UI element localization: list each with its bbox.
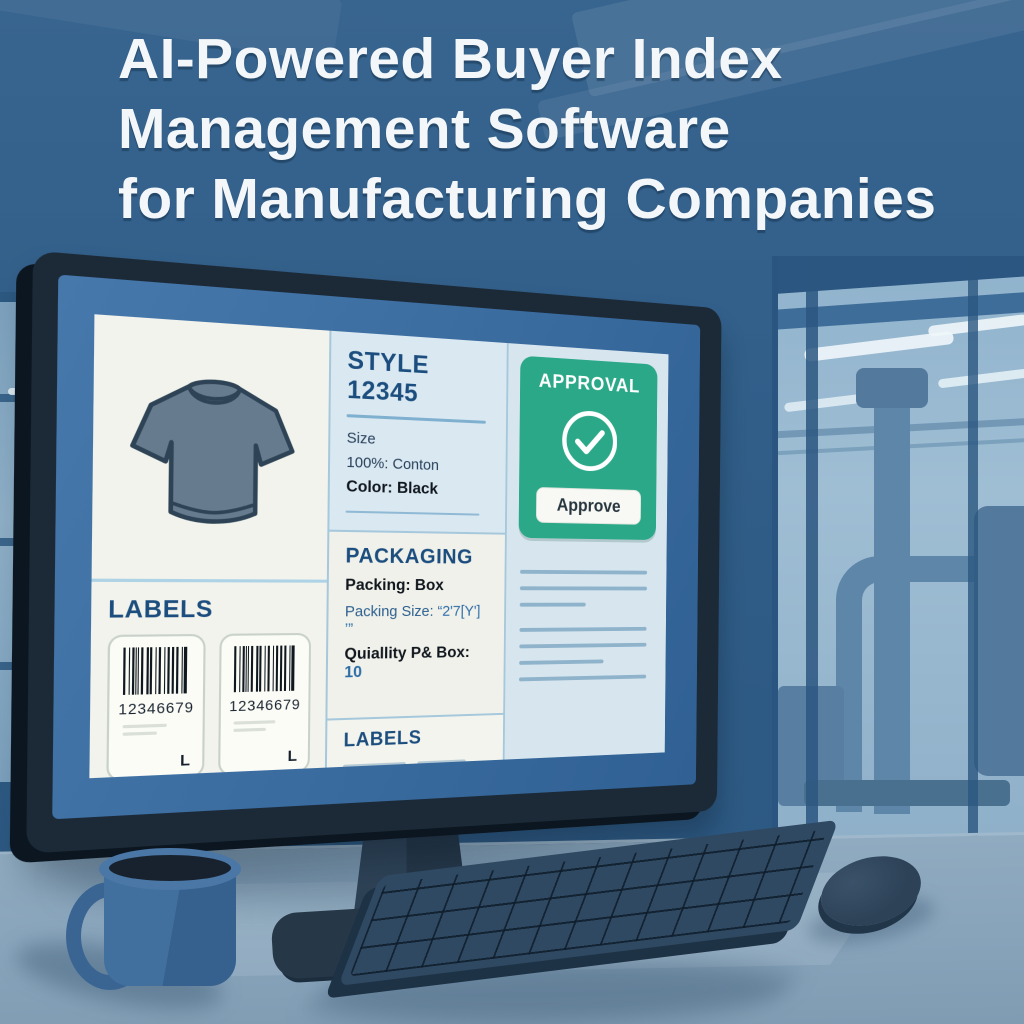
barcode-label-card: 12346679 L (106, 633, 206, 779)
approval-heading: APPROVAL (538, 370, 641, 398)
placeholder-line (233, 727, 266, 732)
placeholder-line (122, 723, 167, 729)
machine-silhouette (974, 506, 1024, 776)
color-line: Color: Black (346, 478, 439, 498)
barcode-number: 12346679 (118, 698, 194, 718)
placeholder-line (343, 761, 406, 769)
packaging-panel: PACKAGING Packing: Box Packing Size: “2'… (327, 531, 506, 719)
size-letter: L (287, 747, 298, 766)
placeholder-text-block (516, 553, 658, 682)
size-label: Size (346, 429, 376, 448)
glass-wall-right (772, 256, 1024, 840)
divider (345, 510, 480, 516)
details-column: STYLE 12345 Size 100%: Conton Color: Bla… (327, 330, 508, 779)
placeholder-line (419, 774, 477, 779)
product-column: LABELS 12346679 L (89, 314, 330, 779)
glass-mullion (806, 256, 818, 840)
packaging-heading: PACKAGING (345, 544, 474, 569)
tshirt-image (119, 332, 305, 565)
size-letter: L (180, 751, 191, 770)
placeholder-line (520, 569, 648, 575)
packing-line: Packing: Box (345, 576, 444, 595)
placeholder-line (520, 586, 648, 591)
style-panel: STYLE 12345 Size 100%: Conton Color: Bla… (329, 330, 508, 533)
barcode (233, 645, 298, 693)
quality-value: 10 (344, 663, 363, 682)
labels-panel-left: LABELS 12346679 L (89, 582, 327, 779)
approve-button[interactable]: Approve (535, 486, 641, 525)
machine-mast (874, 384, 910, 814)
monitor: LABELS 12346679 L (26, 250, 722, 854)
machine-head (856, 368, 928, 408)
ceiling-light (937, 368, 1024, 389)
packing-size-label: Packing Size: (344, 603, 434, 621)
title-line-2: Management Software (118, 97, 731, 162)
placeholder-line (519, 659, 604, 665)
check-circle-icon (558, 405, 622, 476)
labels-left-heading: LABELS (108, 594, 214, 623)
material-line: 100%: Conton (346, 453, 440, 475)
approval-card: APPROVAL Approve (518, 355, 658, 541)
placeholder-line (343, 777, 409, 779)
mug-rim (99, 848, 241, 890)
placeholder-line (122, 731, 157, 736)
placeholder-line (519, 642, 647, 649)
machine-platform (804, 780, 1010, 806)
placeholder-row (343, 774, 488, 779)
barcode (122, 646, 191, 695)
packing-size-line: Packing Size: “2'7[Y'] ’” (345, 603, 490, 638)
monitor-bezel: LABELS 12346679 L (26, 250, 722, 854)
title-line-1: AI-Powered Buyer Index (118, 27, 783, 91)
placeholder-line (233, 720, 275, 725)
product-image-panel (91, 314, 330, 583)
placeholder-line (417, 758, 466, 766)
glass-mullion (968, 256, 978, 840)
barcode-number: 12346679 (229, 695, 301, 715)
style-heading: STYLE 12345 (347, 346, 430, 408)
labels-mid-heading: LABELS (343, 727, 422, 752)
title-line-3: for Manufacturing Companies (118, 167, 937, 232)
divider (346, 414, 487, 424)
coffee-surface (109, 855, 231, 881)
placeholder-line (520, 602, 586, 607)
labels-panel-mid: LABELS (327, 714, 504, 779)
monitor-screen: LABELS 12346679 L (52, 274, 701, 820)
approval-column: APPROVAL Approve (504, 343, 669, 760)
label-cards: 12346679 L 12346679 (106, 632, 312, 779)
barcode-label-card: 12346679 L (217, 632, 312, 777)
app-window: LABELS 12346679 L (89, 314, 669, 779)
placeholder-row (343, 758, 488, 769)
placeholder-line (519, 674, 647, 682)
quality-label: Quiallity P& Box: (344, 644, 470, 664)
quality-line: Quiallity P& Box: 10 (344, 644, 489, 682)
placeholder-line (519, 626, 647, 632)
page-title: AI-Powered Buyer Index Management Softwa… (118, 24, 998, 234)
